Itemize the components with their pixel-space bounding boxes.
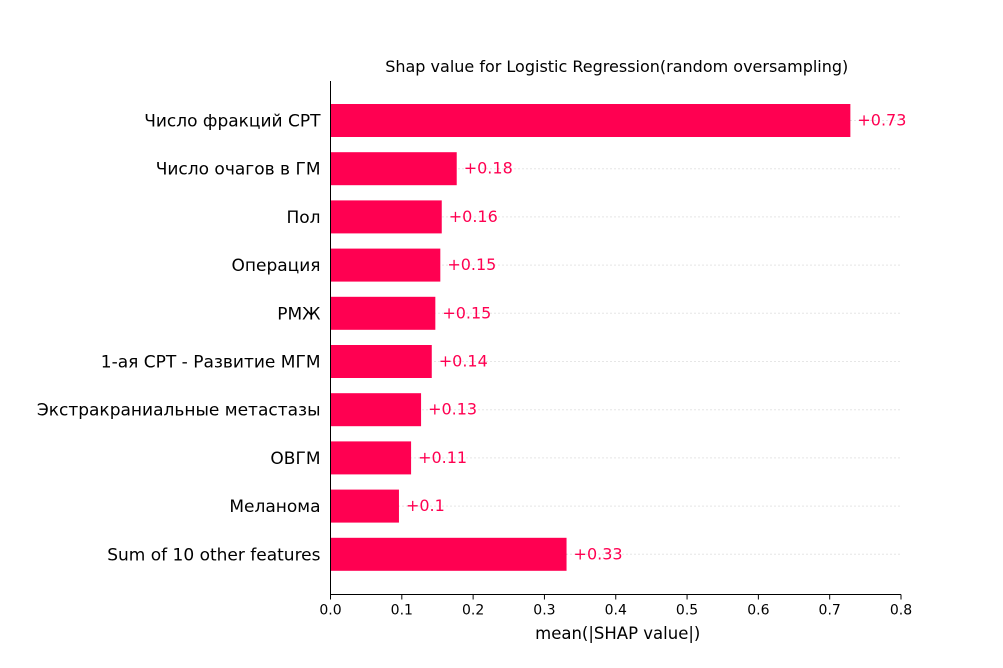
bar <box>330 393 422 427</box>
bar <box>330 296 436 330</box>
x-tick-label: 0.0 <box>319 603 341 619</box>
bar <box>330 537 567 571</box>
value-label: +0.18 <box>464 159 513 178</box>
value-label: +0.1 <box>406 496 445 515</box>
bar <box>330 200 442 234</box>
y-tick-label: Пол <box>286 208 320 228</box>
bar <box>330 152 457 186</box>
y-tick-label: 1-ая СРТ - Развитие МГМ <box>101 353 321 373</box>
x-axis-title: mean(|SHAP value|) <box>535 624 700 643</box>
y-tick-label: Операция <box>231 256 320 276</box>
value-label: +0.11 <box>418 448 467 467</box>
y-tick-label: ОВГМ <box>270 449 320 469</box>
bar <box>330 489 399 523</box>
y-tick-label: РМЖ <box>277 304 320 324</box>
value-label: +0.15 <box>442 303 491 322</box>
value-label: +0.16 <box>449 207 498 226</box>
y-tick-label: Экстракраниальные метастазы <box>37 401 321 421</box>
value-label: +0.73 <box>857 111 906 130</box>
y-tick-labels: Число фракций СРТ Число очагов в ГМ Пол Опе… <box>37 112 321 566</box>
bar <box>330 345 432 378</box>
y-tick-label: Число фракций СРТ <box>144 112 321 132</box>
chart-title: Shap value for Logistic Regression(rando… <box>385 57 848 76</box>
x-tick-label: 0.8 <box>890 603 912 619</box>
bar <box>330 104 851 137</box>
value-label: +0.14 <box>439 352 488 371</box>
value-labels: +0.73 +0.18 +0.16 +0.15 +0.15 +0.14 +0.13 +0.11… <box>406 111 906 564</box>
x-tick-label: 0.3 <box>533 603 555 619</box>
y-tick-label: Число очагов в ГМ <box>156 160 321 180</box>
value-label: +0.15 <box>447 255 496 274</box>
x-axis-ticks: 0.0 0.1 0.2 0.3 0.4 0.5 0.6 0.7 0.8 <box>319 594 912 619</box>
x-tick-label: 0.4 <box>605 603 627 619</box>
y-tick-label: Sum of 10 other features <box>107 545 320 565</box>
value-label: +0.33 <box>574 544 623 563</box>
bars-group <box>330 104 851 571</box>
guide-lines <box>330 120 902 555</box>
x-tick-label: 0.2 <box>462 603 484 619</box>
x-tick-label: 0.7 <box>819 603 841 619</box>
x-tick-label: 0.6 <box>747 603 769 619</box>
value-label: +0.13 <box>428 400 477 419</box>
x-tick-label: 0.1 <box>391 603 413 619</box>
y-tick-label: Меланома <box>229 497 320 517</box>
x-tick-label: 0.5 <box>676 603 698 619</box>
bar <box>330 248 441 282</box>
bar <box>330 441 412 475</box>
